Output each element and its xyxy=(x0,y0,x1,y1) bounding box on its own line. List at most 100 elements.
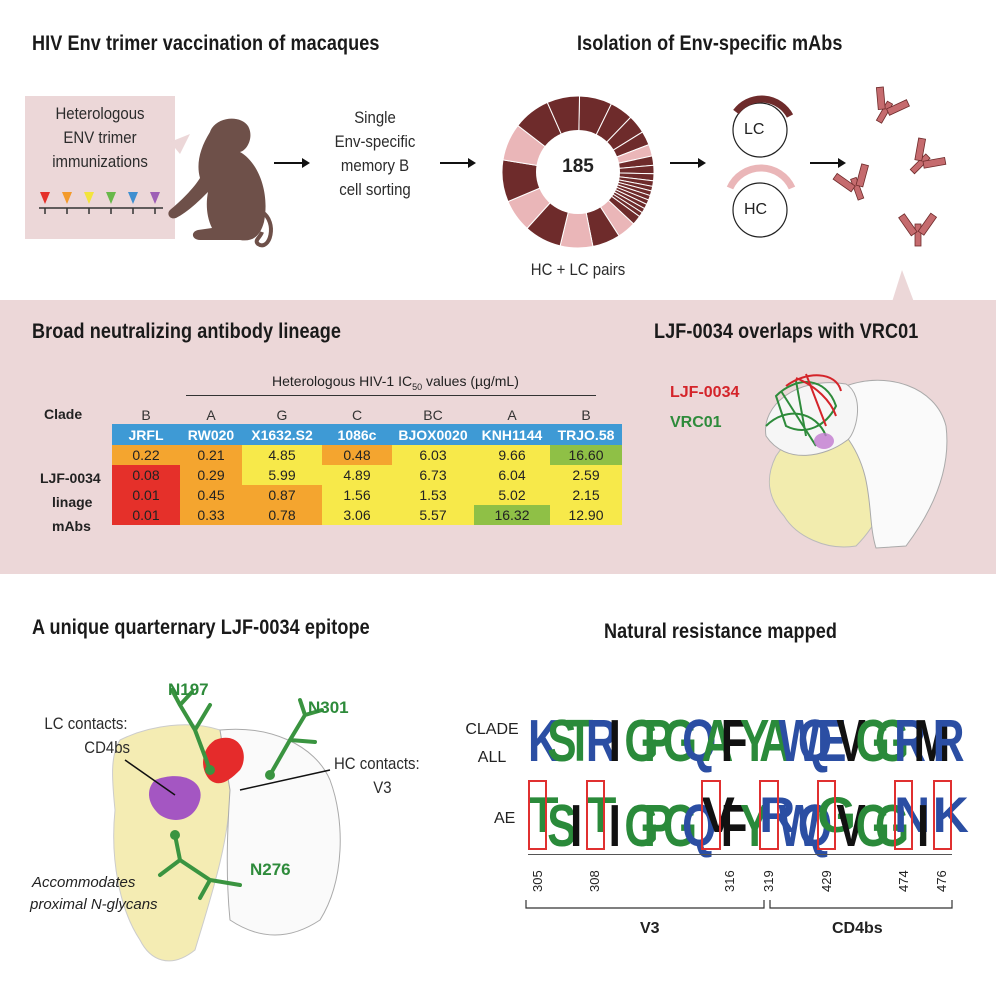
ic50-cell: 1.56 xyxy=(322,485,392,505)
lc-contacts: LC contacts: CD4bs xyxy=(30,712,130,760)
logo-letter: V xyxy=(701,780,735,850)
logo-letter: W xyxy=(778,793,821,860)
ic50-cell: 0.87 xyxy=(242,485,322,505)
logo-letter: V xyxy=(836,793,866,860)
supertitle-rule xyxy=(186,395,596,396)
logo-letter: Q xyxy=(682,708,717,775)
logo-letter: G xyxy=(662,708,698,775)
logo-letter: G xyxy=(662,793,698,860)
logo-letter: Y xyxy=(740,793,770,860)
logo-letter: S xyxy=(547,708,577,775)
logo-letter: K xyxy=(528,708,560,775)
arrow-4-icon xyxy=(810,158,846,168)
ic50-cell: 2.59 xyxy=(550,465,622,485)
logo-baseline xyxy=(528,854,952,855)
strain-cell: RW020 xyxy=(180,424,242,445)
logo-letter: Q xyxy=(797,708,833,775)
title-vaccination: HIV Env trimer vaccination of macaques xyxy=(32,32,380,55)
supertitle-main: Heterologous HIV-1 IC xyxy=(272,373,413,389)
logo-letter: G xyxy=(624,793,659,860)
ic50-cell: 0.01 xyxy=(112,505,180,525)
immunization-line3: immunizations xyxy=(52,152,148,171)
ic50-cell: 4.89 xyxy=(322,465,392,485)
immunization-box: Heterologous ENV trimer immunizations xyxy=(25,96,175,239)
row1-label-line2: ALL xyxy=(477,749,507,766)
logo-row2-label: AE xyxy=(494,810,516,827)
lc-label: LC xyxy=(744,121,765,138)
ic50-cell: 0.48 xyxy=(322,445,392,465)
position-label: 308 xyxy=(587,870,603,892)
triangle-blue-icon xyxy=(128,192,138,204)
clade-cell: A xyxy=(507,406,517,423)
accommodates-line1: Accommodates xyxy=(32,874,136,891)
ic50-cell: 6.03 xyxy=(392,445,474,465)
supertitle-unit: values (µg/mL) xyxy=(422,373,519,389)
logo-letter: S xyxy=(547,793,577,860)
triangle-red-icon xyxy=(40,192,50,204)
logo-letter: G xyxy=(874,793,910,860)
immunization-line1: Heterologous xyxy=(55,104,145,123)
triangle-purple-icon xyxy=(150,192,160,204)
donut-caption: HC + LC pairs xyxy=(530,260,626,279)
logo-row1-label: CLADE ALL xyxy=(462,716,522,772)
ic50-cell: 6.73 xyxy=(392,465,474,485)
logo-letter: K xyxy=(932,780,969,850)
strain-cell: X1632.S2 xyxy=(242,424,322,445)
logo-letter: F xyxy=(720,708,748,775)
logo-letter: I xyxy=(608,708,621,775)
glycan-n301: N301 xyxy=(308,698,349,717)
logo-letter: A xyxy=(759,708,792,775)
strain-cell: TRJO.58 xyxy=(550,424,622,445)
clade-cell: C xyxy=(351,406,363,423)
ic50-cell: 2.15 xyxy=(550,485,622,505)
epitope-structure xyxy=(112,688,341,962)
ic50-cell: 0.33 xyxy=(180,505,242,525)
clade-label: Clade xyxy=(44,406,83,422)
hc-label: HC xyxy=(744,201,768,218)
clade-cell: G xyxy=(276,406,288,423)
strain-cell: KNH1144 xyxy=(474,424,550,445)
ic50-cell: 0.45 xyxy=(180,485,242,505)
value-row: 0.22 0.21 4.85 0.48 6.03 9.66 16.60 xyxy=(112,445,622,465)
clade-cell: B xyxy=(141,406,151,423)
triangle-green-icon xyxy=(106,192,116,204)
immunization-line2: ENV trimer xyxy=(63,128,137,147)
position-label: 305 xyxy=(529,870,545,892)
legend-vrc: VRC01 xyxy=(670,414,722,431)
logo-letter: T xyxy=(566,708,594,775)
logo-letter: Y xyxy=(740,708,770,775)
donut-center-value: 185 xyxy=(562,156,594,177)
ic50-cell: 0.01 xyxy=(112,485,180,505)
donut-chart xyxy=(501,95,655,249)
ic50-cell: 12.90 xyxy=(550,505,622,525)
logo-letter: G xyxy=(817,780,856,850)
arrow-1-icon xyxy=(274,158,310,168)
clade-cell: BC xyxy=(423,406,443,423)
legend-ljf: LJF-0034 xyxy=(670,384,740,401)
logo-letter: M xyxy=(913,708,951,775)
row1-label-line1: CLADE xyxy=(465,721,519,738)
antibodies-icon xyxy=(832,86,947,247)
glycan-n276: N276 xyxy=(250,860,291,879)
immunization-timeline xyxy=(39,192,163,214)
logo-letter: R xyxy=(894,708,926,775)
region-brackets xyxy=(525,900,953,909)
logo-letter: Q xyxy=(682,793,717,860)
row-label: LJF-0034 linage mAbs xyxy=(40,466,101,538)
strain-cell: BJOX0020 xyxy=(392,424,474,445)
logo-letter: R xyxy=(585,708,618,775)
supertitle-sub: 50 xyxy=(412,381,423,392)
title-overlap: LJF-0034 overlaps with VRC01 xyxy=(654,320,919,343)
clade-row: B A G C BC A B xyxy=(112,405,622,424)
value-row: 0.01 0.33 0.78 3.06 5.57 16.32 12.90 xyxy=(112,505,622,525)
ic50-cell: 5.57 xyxy=(392,505,474,525)
ic50-cell: 5.99 xyxy=(242,465,322,485)
logo-letter: G xyxy=(624,708,659,775)
overlap-structure xyxy=(765,373,948,549)
logo-letter: W xyxy=(778,708,821,775)
sorting-text: Single Env-specific memory B cell sortin… xyxy=(320,106,430,202)
logo-letter: P xyxy=(643,793,673,860)
row-label-line3: mAbs xyxy=(52,518,91,534)
logo-letter: I xyxy=(916,793,930,860)
